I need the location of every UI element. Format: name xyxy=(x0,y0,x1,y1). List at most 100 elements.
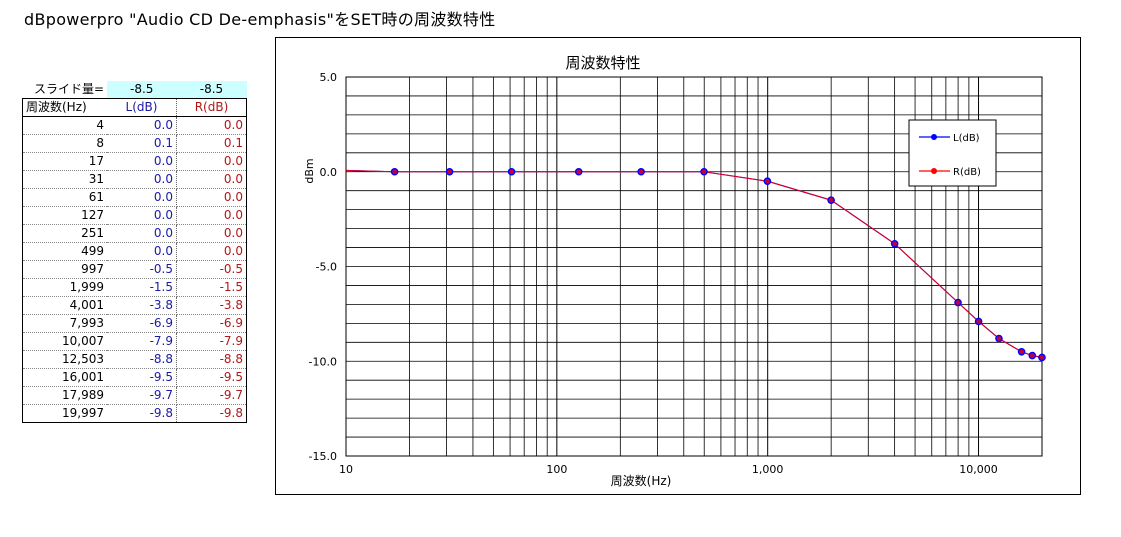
data-point xyxy=(1019,349,1024,355)
table-row: 8 0.1 0.1 xyxy=(22,134,247,153)
left-db-cell: -9.5 xyxy=(107,368,177,387)
table-row: 251 0.0 0.0 xyxy=(22,224,247,243)
x-tick-label: 100 xyxy=(546,463,567,476)
right-db-cell: -7.9 xyxy=(176,332,247,351)
table-row: 7,993 -6.9 -6.9 xyxy=(22,314,247,333)
x-axis-label: 周波数(Hz) xyxy=(611,473,672,488)
slider-label: スライド量= xyxy=(22,81,107,99)
frequency-cell: 7,993 xyxy=(22,314,107,333)
header-right: R(dB) xyxy=(176,98,247,117)
right-db-cell: -9.8 xyxy=(176,404,247,423)
frequency-cell: 4,001 xyxy=(22,296,107,315)
y-tick-label: -5.0 xyxy=(316,261,337,274)
right-db-cell: 0.0 xyxy=(176,152,247,171)
left-db-cell: -8.8 xyxy=(107,350,177,369)
frequency-cell: 12,503 xyxy=(22,350,107,369)
x-tick-label: 10,000 xyxy=(959,463,998,476)
frequency-cell: 127 xyxy=(22,206,107,225)
table-row: 997 -0.5 -0.5 xyxy=(22,260,247,279)
frequency-cell: 1,999 xyxy=(22,278,107,297)
left-db-cell: 0.0 xyxy=(107,170,177,189)
frequency-response-chart: 周波数特性 周波数(Hz) dBm 5.00.0-5.0-10.0-15.010… xyxy=(303,54,1046,488)
left-db-cell: 0.0 xyxy=(107,116,177,135)
y-tick-label: 0.0 xyxy=(320,166,338,179)
data-point xyxy=(638,169,644,175)
table-row: 31 0.0 0.0 xyxy=(22,170,247,189)
right-db-cell: -6.9 xyxy=(176,314,247,333)
right-db-cell: 0.1 xyxy=(176,134,247,153)
left-db-cell: -7.9 xyxy=(107,332,177,351)
chart-title: 周波数特性 xyxy=(565,54,640,72)
data-point xyxy=(447,169,453,175)
left-db-cell: 0.0 xyxy=(107,206,177,225)
table-row: 4,001 -3.8 -3.8 xyxy=(22,296,247,315)
slider-value-r[interactable]: -8.5 xyxy=(176,81,247,99)
data-point xyxy=(392,169,397,175)
right-db-cell: 0.0 xyxy=(176,116,247,135)
data-point xyxy=(509,169,514,175)
left-db-cell: -6.9 xyxy=(107,314,177,333)
right-db-cell: 0.0 xyxy=(176,242,247,261)
frequency-cell: 17 xyxy=(22,152,107,171)
table-row: 17,989 -9.7 -9.7 xyxy=(22,386,247,405)
right-db-cell: 0.0 xyxy=(176,188,247,207)
data-point xyxy=(576,169,582,175)
legend-box xyxy=(908,119,997,187)
table-row: 127 0.0 0.0 xyxy=(22,206,247,225)
table-row: 4 0.0 0.0 xyxy=(22,116,247,135)
data-point xyxy=(1029,353,1035,358)
table-row: 17 0.0 0.0 xyxy=(22,152,247,171)
frequency-cell: 17,989 xyxy=(22,386,107,405)
table-row: 19,997 -9.8 -9.8 xyxy=(22,404,247,423)
table-row: 1,999 -1.5 -1.5 xyxy=(22,278,247,297)
left-db-cell: -1.5 xyxy=(107,278,177,297)
frequency-cell: 10,007 xyxy=(22,332,107,351)
data-point xyxy=(1039,355,1045,360)
left-db-cell: 0.0 xyxy=(107,188,177,207)
header-frequency: 周波数(Hz) xyxy=(22,98,107,117)
legend: L(dB) R(dB) xyxy=(908,119,997,187)
table-row: 16,001 -9.5 -9.5 xyxy=(22,368,247,387)
frequency-cell: 61 xyxy=(22,188,107,207)
frequency-cell: 4 xyxy=(22,116,107,135)
y-tick-label: -10.0 xyxy=(309,355,337,368)
frequency-cell: 997 xyxy=(22,260,107,279)
left-db-cell: -3.8 xyxy=(107,296,177,315)
frequency-cell: 499 xyxy=(22,242,107,261)
right-db-cell: 0.0 xyxy=(176,206,247,225)
plot-area xyxy=(345,76,1043,457)
right-db-cell: -8.8 xyxy=(176,350,247,369)
table-row: 10,007 -7.9 -7.9 xyxy=(22,332,247,351)
series-line xyxy=(346,169,1042,358)
right-db-cell: -3.8 xyxy=(176,296,247,315)
left-db-cell: 0.0 xyxy=(107,242,177,261)
right-db-cell: -9.7 xyxy=(176,386,247,405)
right-db-cell: -9.5 xyxy=(176,368,247,387)
series-line xyxy=(346,169,1042,358)
table-row: 12,503 -8.8 -8.8 xyxy=(22,350,247,369)
y-axis-label: dBm xyxy=(303,158,316,183)
data-point xyxy=(828,197,834,203)
frequency-cell: 16,001 xyxy=(22,368,107,387)
right-db-cell: -0.5 xyxy=(176,260,247,279)
data-point xyxy=(955,300,961,305)
table-row: 499 0.0 0.0 xyxy=(22,242,247,261)
y-tick-label: -15.0 xyxy=(309,450,337,463)
frequency-cell: 8 xyxy=(22,134,107,153)
x-tick-label: 1,000 xyxy=(752,463,784,476)
frequency-cell: 251 xyxy=(22,224,107,243)
legend-label: L(dB) xyxy=(953,133,980,144)
legend-marker xyxy=(931,134,937,140)
chart-frame: 周波数特性 周波数(Hz) dBm 5.0 0.0 -5.0 -10.0 -15.0 10… xyxy=(275,37,1081,495)
page-title: dBpowerpro "Audio CD De-emphasis"をSET時の周… xyxy=(24,10,496,29)
frequency-cell: 31 xyxy=(22,170,107,189)
left-db-cell: -9.8 xyxy=(107,404,177,423)
right-db-cell: -1.5 xyxy=(176,278,247,297)
y-tick-label: 5.0 xyxy=(320,71,338,84)
slider-value-l[interactable]: -8.5 xyxy=(107,81,177,99)
x-tick-label: 10 xyxy=(339,463,353,476)
data-point xyxy=(701,169,707,175)
legend-marker xyxy=(931,168,937,174)
frequency-data-table: スライド量= -8.5 -8.5 周波数(Hz) L(dB) R(dB) 4 0.… xyxy=(22,81,247,423)
left-db-cell: 0.1 xyxy=(107,134,177,153)
